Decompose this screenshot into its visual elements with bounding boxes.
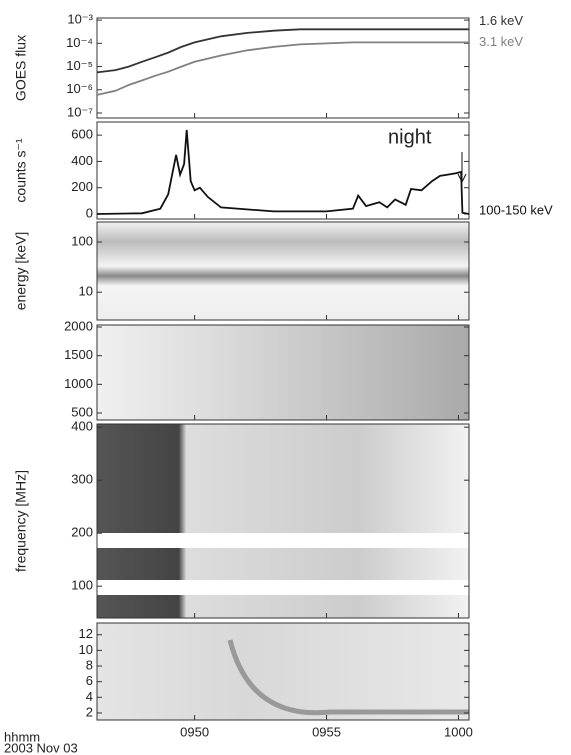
spectrogram-image xyxy=(97,325,469,420)
series-line xyxy=(96,41,469,96)
y-tick-label: 0 xyxy=(86,205,93,220)
y-tick-label: 10 xyxy=(79,642,93,657)
y-tick-label: 200 xyxy=(71,525,93,540)
spectrogram-image xyxy=(97,623,469,720)
y-tick-label: 10⁻⁴ xyxy=(66,35,93,50)
y-tick-label: 400 xyxy=(71,153,93,168)
y-tick-label: 4 xyxy=(86,689,93,704)
x-axis-label: hhmm xyxy=(4,729,40,744)
y-tick-label: 2000 xyxy=(64,318,93,333)
y-tick-label: 100 xyxy=(71,578,93,593)
legend-entry: 100-150 keV xyxy=(479,202,553,217)
spectrogram-feature xyxy=(227,639,469,716)
x-tick-label: 1000 xyxy=(444,724,473,739)
y-tick-label: 300 xyxy=(71,472,93,487)
y-tick-label: 10⁻³ xyxy=(67,12,93,27)
panel-frame xyxy=(96,324,470,421)
legend-entry: 3.1 keV xyxy=(479,34,523,49)
y-tick-label: 2 xyxy=(86,704,93,719)
y-tick-label: 1000 xyxy=(64,376,93,391)
y-axis-label: counts s⁻¹ xyxy=(13,138,29,203)
spectrogram-gap xyxy=(97,580,469,595)
annotation-arrowhead xyxy=(457,173,467,184)
panel-frame xyxy=(96,121,470,220)
y-tick-label: 10⁻⁵ xyxy=(66,58,93,73)
y-tick-label: 200 xyxy=(71,179,93,194)
panel-frame xyxy=(96,423,470,619)
spectrogram-gap xyxy=(97,533,469,548)
annotation: night xyxy=(388,126,432,148)
y-tick-label: 600 xyxy=(71,127,93,142)
x-tick-label: 0955 xyxy=(312,724,341,739)
y-axis-label: GOES flux xyxy=(13,35,29,101)
y-axis-label: frequency [MHz] xyxy=(13,470,29,572)
y-tick-label: 1500 xyxy=(64,347,93,362)
panel-frame xyxy=(96,622,470,721)
series-line xyxy=(96,28,469,74)
y-tick-label: 500 xyxy=(71,404,93,419)
y-tick-label: 400 xyxy=(71,419,93,434)
series-line xyxy=(96,129,470,215)
panel-frame xyxy=(96,17,470,119)
y-tick-label: 8 xyxy=(86,657,93,672)
legend-entry: 1.6 keV xyxy=(479,13,523,28)
x-tick-label: 0950 xyxy=(180,724,209,739)
y-tick-label: 6 xyxy=(86,673,93,688)
y-tick-label: 10 xyxy=(79,284,93,299)
y-tick-label: 10⁻⁶ xyxy=(66,81,93,96)
y-axis-label: energy [keV] xyxy=(13,232,29,311)
y-tick-label: 12 xyxy=(79,626,93,641)
panel-frame xyxy=(96,221,470,321)
y-tick-label: 10⁻⁷ xyxy=(67,104,93,119)
spectrogram-image xyxy=(97,222,469,320)
date-label: 2003 Nov 03 xyxy=(4,740,78,755)
y-tick-label: 100 xyxy=(71,233,93,248)
